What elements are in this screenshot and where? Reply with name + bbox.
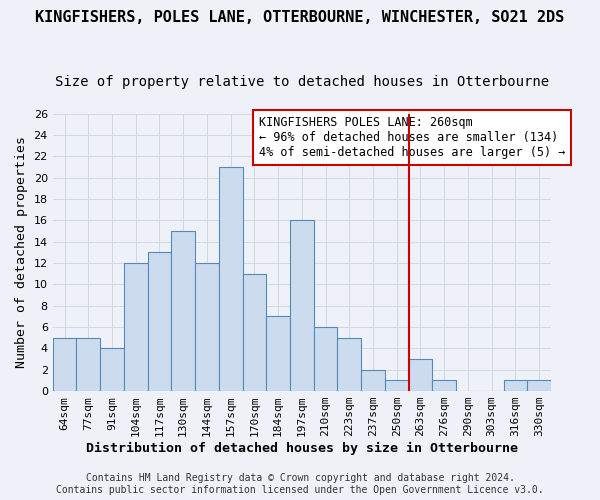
Bar	[219, 167, 242, 391]
Bar	[53, 338, 76, 391]
Bar	[266, 316, 290, 391]
Bar	[337, 338, 361, 391]
Bar	[527, 380, 551, 391]
Bar	[361, 370, 385, 391]
Bar	[76, 338, 100, 391]
Bar	[242, 274, 266, 391]
Bar	[148, 252, 172, 391]
Bar	[503, 380, 527, 391]
Title: Size of property relative to detached houses in Otterbourne: Size of property relative to detached ho…	[55, 75, 549, 89]
Bar	[409, 359, 433, 391]
Bar	[433, 380, 456, 391]
Text: KINGFISHERS, POLES LANE, OTTERBOURNE, WINCHESTER, SO21 2DS: KINGFISHERS, POLES LANE, OTTERBOURNE, WI…	[35, 10, 565, 25]
Bar	[100, 348, 124, 391]
Text: KINGFISHERS POLES LANE: 260sqm
← 96% of detached houses are smaller (134)
4% of : KINGFISHERS POLES LANE: 260sqm ← 96% of …	[259, 116, 565, 159]
Bar	[290, 220, 314, 391]
Bar	[172, 231, 195, 391]
X-axis label: Distribution of detached houses by size in Otterbourne: Distribution of detached houses by size …	[86, 442, 518, 455]
Text: Contains HM Land Registry data © Crown copyright and database right 2024.
Contai: Contains HM Land Registry data © Crown c…	[56, 474, 544, 495]
Y-axis label: Number of detached properties: Number of detached properties	[15, 136, 28, 368]
Bar	[124, 263, 148, 391]
Bar	[385, 380, 409, 391]
Bar	[195, 263, 219, 391]
Bar	[314, 327, 337, 391]
